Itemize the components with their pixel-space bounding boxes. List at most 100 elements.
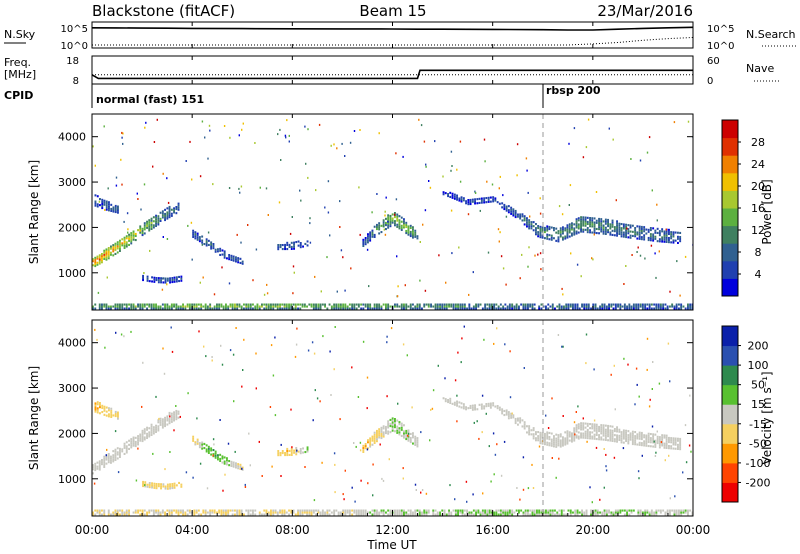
velocity-scatter-cell: [688, 444, 691, 447]
power-cell: [114, 248, 117, 251]
power-cell: [201, 239, 204, 242]
power-cell: [333, 303, 336, 306]
velocity-cell: [94, 406, 97, 409]
velocity-cell: [602, 428, 605, 431]
power-cell: [635, 303, 638, 306]
power-cell: [105, 254, 108, 257]
velocity-cell: [173, 482, 176, 485]
velocity-cell: [333, 513, 336, 516]
velocity-scatter-cell: [296, 449, 298, 452]
velocity-scatter-cell: [483, 338, 485, 341]
power-cell: [182, 303, 184, 306]
velocity-cell: [101, 509, 103, 512]
velocity-cell: [195, 509, 198, 512]
velocity-cell: [212, 449, 215, 452]
power-cell: [556, 305, 559, 308]
velocity-cell: [628, 513, 631, 516]
velocity-scatter-cell: [456, 420, 458, 423]
velocity-cell: [558, 509, 561, 512]
velocity-cell: [447, 401, 449, 404]
power-cell: [143, 228, 146, 231]
velocity-cell: [301, 511, 304, 514]
velocity-scatter-cell: [295, 343, 298, 346]
velocity-cell: [559, 433, 562, 436]
velocity-cell: [134, 440, 137, 443]
velocity-scatter-cell: [481, 394, 484, 397]
velocity-cell: [542, 513, 545, 516]
velocity-colorbar-swatch: [722, 462, 738, 483]
velocity-cell: [119, 449, 121, 452]
power-cell: [214, 248, 217, 251]
power-cell: [443, 305, 446, 308]
power-cell: [403, 224, 405, 227]
velocity-cell: [130, 442, 133, 445]
power-cell: [537, 235, 540, 238]
power-cell: [582, 218, 585, 221]
velocity-cell: [629, 432, 632, 435]
power-cell: [153, 280, 156, 283]
x-tick-label: 12:00: [375, 523, 410, 537]
velocity-cell: [484, 511, 487, 514]
power-cell: [461, 303, 464, 306]
velocity-cell: [668, 447, 670, 450]
power-cell: [609, 233, 612, 236]
power-cell: [514, 214, 517, 217]
velocity-cell: [288, 513, 290, 516]
velocity-cell: [146, 485, 149, 488]
power-cell: [98, 260, 101, 263]
velocity-cell: [668, 438, 670, 441]
power-cell: [105, 303, 108, 306]
power-cell: [337, 305, 340, 308]
power-cell: [663, 230, 666, 233]
power-cell: [403, 218, 405, 221]
power-cell: [235, 256, 237, 259]
power-cell: [461, 307, 464, 310]
velocity-cell: [107, 457, 110, 460]
power-cell: [414, 235, 417, 238]
power-cell: [243, 307, 245, 310]
velocity-cell: [687, 509, 689, 512]
power-cell: [659, 305, 662, 308]
power-cell: [281, 248, 284, 251]
velocity-cell: [604, 434, 607, 437]
velocity-cell: [125, 511, 128, 514]
power-cell: [600, 218, 603, 221]
velocity-cell: [535, 437, 537, 440]
power-cell: [537, 231, 540, 234]
power-cell: [412, 307, 414, 310]
power-cell: [254, 307, 257, 310]
velocity-cell: [631, 440, 634, 443]
power-cell: [636, 225, 639, 228]
power-cell: [114, 244, 117, 247]
velocity-cell: [376, 434, 378, 437]
velocity-cell: [94, 408, 97, 411]
power-cell: [457, 303, 459, 306]
power-cell: [195, 305, 198, 308]
velocity-cell: [553, 439, 555, 442]
velocity-cell: [655, 513, 658, 516]
velocity-scatter-cell: [175, 405, 177, 407]
velocity-cell: [637, 511, 640, 514]
power-cell: [485, 201, 488, 204]
power-scatter-cell: [289, 232, 292, 235]
power-cell: [571, 222, 573, 225]
power-cell: [290, 307, 293, 310]
power-cell: [469, 200, 472, 203]
power-cell: [691, 307, 693, 310]
velocity-cell: [94, 410, 97, 413]
power-cell: [108, 203, 110, 206]
power-cell: [123, 242, 126, 245]
velocity-cell: [407, 513, 410, 516]
velocity-cell: [463, 513, 466, 516]
power-cell: [623, 307, 626, 310]
power-cell: [542, 305, 545, 308]
velocity-cell: [328, 509, 331, 512]
power-cell: [177, 206, 180, 209]
velocity-cell: [673, 513, 676, 516]
power-cell: [223, 254, 226, 257]
power-cell: [276, 307, 279, 310]
power-colorbar-swatch: [722, 155, 738, 174]
velocity-cell: [369, 443, 372, 446]
power-cell: [396, 217, 399, 220]
velocity-cell: [670, 441, 673, 444]
